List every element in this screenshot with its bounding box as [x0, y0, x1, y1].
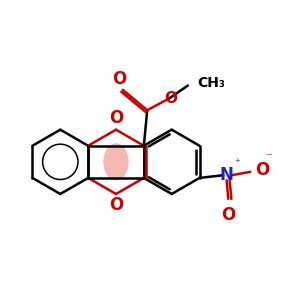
Text: ⁺: ⁺	[234, 158, 240, 168]
Text: O: O	[112, 70, 126, 88]
Text: CH₃: CH₃	[197, 76, 225, 90]
Text: O: O	[221, 206, 236, 224]
Text: O: O	[109, 196, 123, 214]
Ellipse shape	[103, 143, 129, 181]
Text: O: O	[109, 109, 123, 127]
Text: N: N	[220, 166, 233, 184]
Text: O: O	[164, 91, 177, 106]
Text: O: O	[255, 161, 270, 179]
Text: ⁻: ⁻	[266, 152, 272, 164]
